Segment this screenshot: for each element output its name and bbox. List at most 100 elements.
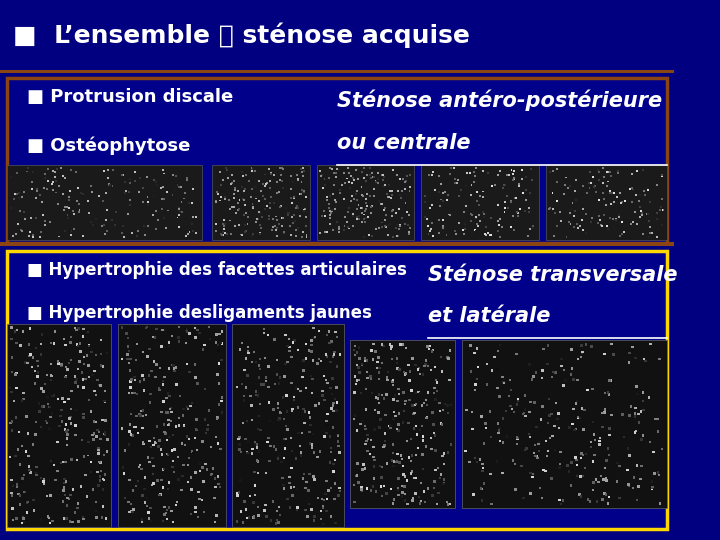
Point [350, 165, 361, 174]
Point [240, 170, 252, 179]
Point [319, 180, 330, 189]
Point [17, 474, 28, 483]
Point [58, 483, 70, 491]
Point [140, 498, 151, 507]
Point [501, 433, 513, 441]
Point [426, 366, 437, 374]
Point [138, 348, 149, 356]
Point [404, 171, 415, 179]
Point [238, 196, 250, 205]
Point [444, 210, 455, 219]
Point [168, 361, 179, 370]
Point [98, 166, 109, 175]
Point [260, 501, 271, 509]
Point [247, 200, 258, 208]
Point [77, 495, 89, 503]
Point [607, 200, 618, 209]
Point [253, 389, 265, 397]
Point [333, 165, 345, 174]
Point [647, 484, 658, 492]
Point [408, 494, 419, 502]
Point [400, 400, 411, 408]
Point [67, 207, 78, 215]
Point [553, 409, 564, 418]
Point [77, 514, 89, 522]
Point [276, 164, 288, 172]
Point [173, 333, 184, 342]
Point [443, 191, 454, 199]
Point [359, 164, 370, 172]
Point [286, 464, 297, 472]
Point [145, 517, 157, 525]
Point [273, 187, 284, 196]
Point [87, 430, 99, 439]
Point [571, 472, 582, 481]
Point [240, 209, 252, 218]
Point [325, 337, 337, 346]
Point [369, 425, 380, 434]
Point [361, 186, 372, 194]
Point [86, 458, 97, 467]
Point [127, 505, 139, 514]
Point [199, 341, 210, 349]
Point [184, 199, 195, 207]
Point [60, 362, 72, 371]
Point [444, 170, 456, 178]
Point [436, 420, 448, 429]
Point [102, 435, 113, 444]
Point [491, 364, 503, 373]
Point [603, 492, 615, 501]
Point [251, 443, 263, 452]
Point [292, 204, 304, 212]
Point [346, 179, 358, 187]
Point [298, 206, 310, 215]
Point [469, 454, 481, 463]
Point [271, 224, 283, 232]
Point [150, 438, 162, 447]
Point [598, 194, 610, 203]
Point [162, 206, 174, 215]
Point [500, 407, 512, 415]
Point [544, 434, 556, 443]
Point [143, 508, 154, 517]
Point [411, 430, 423, 439]
Point [287, 219, 299, 228]
Point [518, 494, 529, 502]
Point [492, 347, 504, 355]
Point [382, 192, 394, 201]
Point [167, 190, 179, 199]
Point [150, 206, 162, 215]
Bar [0, 242, 674, 246]
Point [248, 512, 259, 521]
Point [561, 232, 572, 241]
Point [94, 192, 105, 200]
Point [420, 198, 431, 206]
Point [613, 494, 625, 502]
Point [97, 197, 109, 205]
Point [564, 220, 576, 228]
Point [393, 390, 405, 399]
Point [263, 382, 274, 391]
Point [458, 207, 469, 216]
Point [574, 414, 585, 423]
Point [597, 495, 608, 504]
Point [408, 410, 420, 418]
Point [656, 195, 667, 204]
Point [194, 459, 205, 468]
Point [125, 383, 136, 392]
Point [622, 444, 634, 453]
Point [60, 373, 71, 381]
Point [140, 323, 152, 332]
Point [516, 174, 528, 183]
Point [587, 384, 598, 393]
Point [83, 450, 94, 458]
Point [184, 454, 195, 462]
Point [137, 491, 148, 500]
Point [604, 431, 616, 440]
Point [613, 164, 624, 173]
Point [104, 181, 115, 190]
Point [512, 208, 523, 217]
Point [132, 377, 144, 386]
Point [379, 222, 390, 231]
Point [77, 232, 89, 240]
